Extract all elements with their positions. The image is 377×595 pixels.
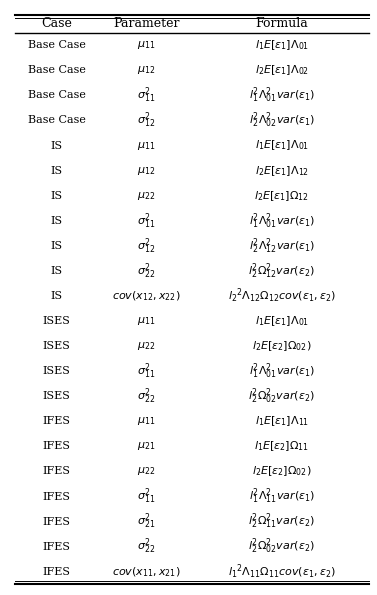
Text: $l_1 E[\epsilon_1]\Lambda_{11}$: $l_1 E[\epsilon_1]\Lambda_{11}$ (254, 415, 309, 428)
Text: $l_1 E[\epsilon_1]\Lambda_{01}$: $l_1 E[\epsilon_1]\Lambda_{01}$ (254, 139, 309, 152)
Text: $l_2^2\Omega_{02}^2 var(\epsilon_2)$: $l_2^2\Omega_{02}^2 var(\epsilon_2)$ (248, 537, 315, 556)
Text: Base Case: Base Case (28, 40, 86, 50)
Text: $l_1 E[\epsilon_2]\Omega_{11}$: $l_1 E[\epsilon_2]\Omega_{11}$ (254, 440, 309, 453)
Text: $l_2^2\Omega_{11}^2 var(\epsilon_2)$: $l_2^2\Omega_{11}^2 var(\epsilon_2)$ (248, 512, 315, 531)
Text: IS: IS (51, 291, 63, 301)
Text: $l_1^2\Lambda_{11}^2 var(\epsilon_1)$: $l_1^2\Lambda_{11}^2 var(\epsilon_1)$ (249, 487, 315, 506)
Text: $l_1^2\Lambda_{01}^2 var(\epsilon_1)$: $l_1^2\Lambda_{01}^2 var(\epsilon_1)$ (249, 361, 315, 381)
Text: $l_2^2\Omega_{12}^2 var(\epsilon_2)$: $l_2^2\Omega_{12}^2 var(\epsilon_2)$ (248, 261, 315, 281)
Text: $l_2^2\Lambda_{12}^2 var(\epsilon_1)$: $l_2^2\Lambda_{12}^2 var(\epsilon_1)$ (249, 236, 315, 256)
Text: $\mu_{22}$: $\mu_{22}$ (137, 340, 155, 352)
Text: $\sigma_{22}^2$: $\sigma_{22}^2$ (137, 261, 155, 281)
Text: $l_1 E[\epsilon_1]\Lambda_{01}$: $l_1 E[\epsilon_1]\Lambda_{01}$ (254, 314, 309, 328)
Text: $\mu_{12}$: $\mu_{12}$ (137, 165, 155, 177)
Text: IS: IS (51, 165, 63, 176)
Text: $\mu_{22}$: $\mu_{22}$ (137, 465, 155, 477)
Text: $cov(x_{11}, x_{21})$: $cov(x_{11}, x_{21})$ (112, 565, 181, 578)
Text: ISES: ISES (43, 316, 70, 326)
Text: $l_2 E[\epsilon_1]\Lambda_{12}$: $l_2 E[\epsilon_1]\Lambda_{12}$ (255, 164, 309, 177)
Text: $l_2 E[\epsilon_2]\Omega_{02})$: $l_2 E[\epsilon_2]\Omega_{02})$ (252, 465, 311, 478)
Text: ISES: ISES (43, 392, 70, 401)
Text: IFES: IFES (43, 491, 71, 502)
Text: $\mu_{11}$: $\mu_{11}$ (137, 39, 155, 51)
Text: $\sigma_{11}^2$: $\sigma_{11}^2$ (137, 211, 155, 230)
Text: IFES: IFES (43, 516, 71, 527)
Text: $\sigma_{12}^2$: $\sigma_{12}^2$ (137, 111, 155, 130)
Text: $l_1 E[\epsilon_1]\Lambda_{01}$: $l_1 E[\epsilon_1]\Lambda_{01}$ (254, 38, 309, 52)
Text: ISES: ISES (43, 366, 70, 376)
Text: $\mu_{22}$: $\mu_{22}$ (137, 190, 155, 202)
Text: $l_2 E[\epsilon_2]\Omega_{02})$: $l_2 E[\epsilon_2]\Omega_{02})$ (252, 339, 311, 353)
Text: $\mu_{11}$: $\mu_{11}$ (137, 415, 155, 427)
Text: $\mu_{11}$: $\mu_{11}$ (137, 140, 155, 152)
Text: Case: Case (41, 17, 72, 30)
Text: IFES: IFES (43, 466, 71, 477)
Text: ISES: ISES (43, 341, 70, 351)
Text: $l_2^2\Lambda_{02}^2 var(\epsilon_1)$: $l_2^2\Lambda_{02}^2 var(\epsilon_1)$ (249, 111, 315, 130)
Text: $\sigma_{11}^2$: $\sigma_{11}^2$ (137, 361, 155, 381)
Text: $\sigma_{21}^2$: $\sigma_{21}^2$ (137, 512, 155, 531)
Text: Formula: Formula (255, 17, 308, 30)
Text: IS: IS (51, 140, 63, 151)
Text: Parameter: Parameter (113, 17, 179, 30)
Text: $l_1^2\Lambda_{01}^2 var(\epsilon_1)$: $l_1^2\Lambda_{01}^2 var(\epsilon_1)$ (249, 86, 315, 105)
Text: $\sigma_{12}^2$: $\sigma_{12}^2$ (137, 236, 155, 256)
Text: IS: IS (51, 266, 63, 276)
Text: $l_2{}^{2}\Lambda_{12}\Omega_{12}cov(\epsilon_1, \epsilon_2)$: $l_2{}^{2}\Lambda_{12}\Omega_{12}cov(\ep… (228, 287, 336, 305)
Text: $l_1^2\Lambda_{01}^2 var(\epsilon_1)$: $l_1^2\Lambda_{01}^2 var(\epsilon_1)$ (249, 211, 315, 230)
Text: Base Case: Base Case (28, 90, 86, 101)
Text: $l_2^2\Omega_{02}^2 var(\epsilon_2)$: $l_2^2\Omega_{02}^2 var(\epsilon_2)$ (248, 387, 315, 406)
Text: $\sigma_{22}^2$: $\sigma_{22}^2$ (137, 387, 155, 406)
Text: $l_2 E[\epsilon_1]\Omega_{12}$: $l_2 E[\epsilon_1]\Omega_{12}$ (254, 189, 309, 202)
Text: Base Case: Base Case (28, 65, 86, 76)
Text: IFES: IFES (43, 416, 71, 427)
Text: IFES: IFES (43, 541, 71, 552)
Text: IS: IS (51, 190, 63, 201)
Text: IS: IS (51, 241, 63, 251)
Text: IFES: IFES (43, 441, 71, 452)
Text: $\sigma_{22}^2$: $\sigma_{22}^2$ (137, 537, 155, 556)
Text: IFES: IFES (43, 567, 71, 577)
Text: Base Case: Base Case (28, 115, 86, 126)
Text: $\mu_{21}$: $\mu_{21}$ (137, 440, 155, 452)
Text: IS: IS (51, 216, 63, 226)
Text: $l_1{}^{2}\Lambda_{11}\Omega_{11}cov(\epsilon_1, \epsilon_2)$: $l_1{}^{2}\Lambda_{11}\Omega_{11}cov(\ep… (228, 563, 336, 581)
Text: $cov(x_{12}, x_{22})$: $cov(x_{12}, x_{22})$ (112, 289, 181, 303)
Text: $\sigma_{11}^2$: $\sigma_{11}^2$ (137, 487, 155, 506)
Text: $\sigma_{11}^2$: $\sigma_{11}^2$ (137, 86, 155, 105)
Text: $\mu_{11}$: $\mu_{11}$ (137, 315, 155, 327)
Text: $\mu_{12}$: $\mu_{12}$ (137, 64, 155, 76)
Text: $l_2 E[\epsilon_1]\Lambda_{02}$: $l_2 E[\epsilon_1]\Lambda_{02}$ (255, 64, 309, 77)
